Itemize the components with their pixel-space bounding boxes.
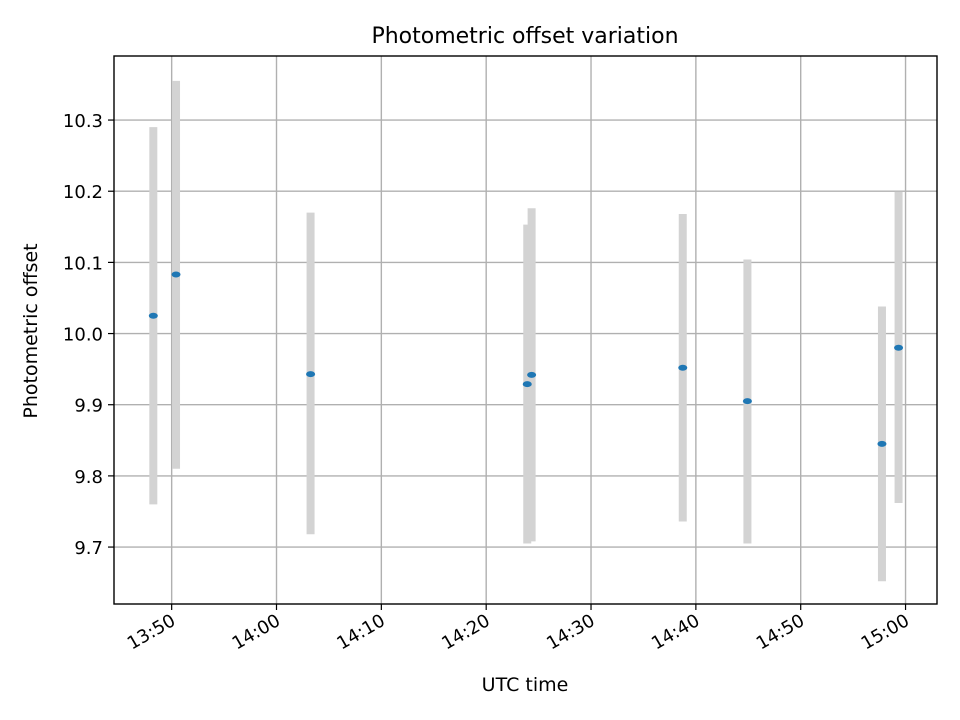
x-tick-label: 15:00: [858, 610, 913, 654]
data-point: [678, 364, 688, 371]
x-axis-label: UTC time: [482, 674, 569, 696]
x-tick-label: 14:00: [229, 610, 284, 654]
x-axis: 13:50 14:00 14:10 14:20 14:30 14:40 14:50 15:00: [124, 604, 913, 654]
data-point: [148, 312, 158, 319]
y-tick-label: 10.0: [63, 325, 103, 346]
x-tick-label: 14:40: [648, 610, 703, 654]
x-tick-label: 14:30: [543, 610, 598, 654]
x-tick-label: 14:20: [438, 610, 493, 654]
x-tick-label: 14:50: [753, 610, 808, 654]
y-tick-label: 10.3: [63, 111, 103, 132]
markers: [148, 271, 904, 447]
data-point: [894, 344, 904, 351]
data-point: [742, 398, 752, 405]
y-tick-label: 9.8: [74, 467, 103, 488]
data-point: [877, 440, 887, 447]
y-tick-label: 9.7: [74, 538, 103, 559]
x-tick-label: 14:10: [333, 610, 388, 654]
data-point: [527, 371, 537, 378]
y-axis: 9.7 9.8 9.9 10.0 10.1 10.2 10.3: [63, 111, 114, 559]
y-tick-label: 10.1: [63, 253, 103, 274]
chart-title: Photometric offset variation: [371, 24, 678, 49]
plot-frame: [113, 55, 938, 605]
data-point: [171, 271, 181, 278]
y-axis-label: Photometric offset: [20, 243, 42, 418]
data-point: [522, 381, 532, 388]
errorbars: [149, 80, 903, 582]
data-point: [306, 371, 316, 378]
y-tick-label: 9.9: [74, 396, 103, 417]
y-tick-label: 10.2: [63, 182, 103, 203]
x-tick-label: 13:50: [124, 610, 179, 654]
